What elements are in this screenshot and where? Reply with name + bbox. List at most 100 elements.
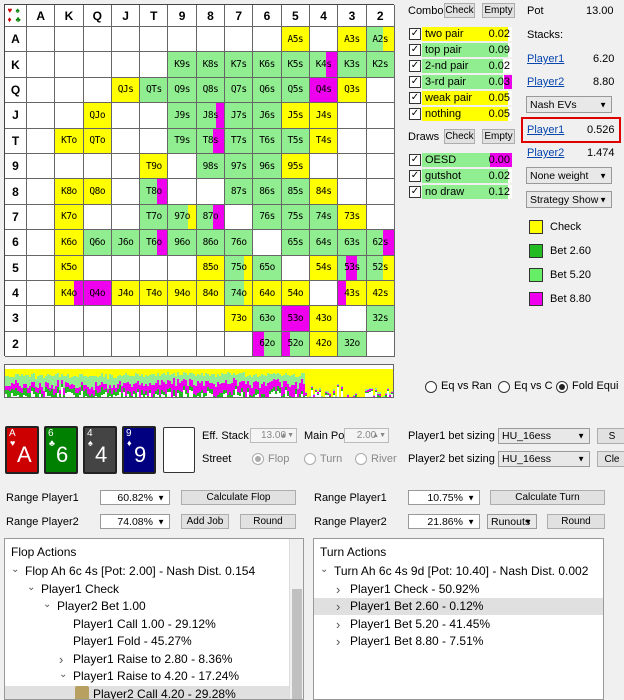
hand-cell[interactable] [111,179,141,205]
hand-cell[interactable] [27,306,56,332]
hand-cell[interactable] [168,179,197,205]
calculate-turn-button[interactable]: Calculate Turn [490,490,605,505]
hand-cell[interactable] [225,331,254,358]
hand-cell[interactable]: J9s [168,103,197,129]
hand-cell[interactable] [55,103,84,129]
hand-cell[interactable] [27,204,56,231]
combo-bar[interactable]: nothing 0.05 [422,107,512,121]
hand-cell[interactable] [55,27,84,53]
hand-cell[interactable] [253,230,282,256]
hand-cell[interactable] [168,306,197,332]
hand-cell[interactable] [338,103,367,129]
hand-cell[interactable]: 43o [309,306,339,332]
combo-checkbox[interactable]: ✓ [409,28,421,40]
hand-cell[interactable]: K8s [196,52,226,78]
hand-cell[interactable] [225,27,254,53]
hand-cell[interactable] [366,204,395,231]
hand-cell[interactable] [140,103,169,129]
tree-node[interactable]: › Player1 Raise to 2.80 - 8.36% [5,651,289,668]
hand-cell[interactable]: Q9s [168,77,197,104]
tree-node[interactable]: ⌄ Player1 Check [5,581,289,598]
hand-cell[interactable] [27,331,56,358]
hand-cell[interactable] [83,306,112,332]
hand-cell[interactable] [83,255,112,281]
tree-node[interactable]: Player2 Call 4.20 - 29.28% [5,685,289,699]
hand-cell[interactable]: 86s [253,179,282,205]
player1-bet-sizing-select[interactable]: HU_16ess ▼ [498,428,590,444]
hand-cell[interactable]: K5o [55,255,84,281]
player2-ev-link[interactable]: Player2 [527,147,565,159]
hand-cell[interactable]: Q8o [83,179,112,205]
draws-empty-button[interactable]: Empty [482,129,515,144]
hand-cell[interactable] [111,153,141,180]
chevron-down-icon[interactable]: ⌄ [11,564,20,575]
tree-node[interactable]: › Player1 Bet 5.20 - 41.45% [314,616,603,633]
hand-cell[interactable]: 84s [309,179,339,205]
hand-cell[interactable]: 42s [366,280,395,307]
hand-range-grid[interactable]: ♥ ♠ ♦ ♣ A K Q J T 9 8 7 6 5 4 3 2 A A5s A3s A2s K K9s K8s K7s K6s… [4,4,395,358]
save-sizing-button[interactable]: S [597,428,624,444]
hand-cell[interactable] [55,77,84,104]
hand-cell[interactable]: 75s [281,204,310,231]
combo-empty-button[interactable]: Empty [482,3,515,18]
hand-cell[interactable] [27,255,56,281]
combo-check-button[interactable]: Check [444,3,475,18]
hand-cell[interactable] [253,27,282,53]
hand-cell[interactable] [55,331,84,358]
chevron-right-icon[interactable]: › [336,634,341,649]
hand-cell[interactable]: T9s [168,128,197,154]
hand-cell[interactable] [309,280,339,307]
scrollbar-thumb[interactable] [292,589,302,699]
hand-cell[interactable]: 76s [253,204,282,231]
hand-cell[interactable] [140,255,169,281]
equity-mode-radio[interactable] [498,381,510,393]
hand-cell[interactable]: T4o [140,280,169,307]
range-player1-select[interactable]: 60.82% ▼ [100,490,170,505]
hand-cell[interactable]: 85o [196,255,226,281]
hand-cell[interactable]: 87o [196,204,226,231]
hand-cell[interactable] [168,331,197,358]
hand-cell[interactable]: K7o [55,204,84,231]
hand-cell[interactable] [140,27,169,53]
hand-cell[interactable]: QTs [140,77,169,104]
combo-bar[interactable]: top pair 0.09 [422,43,512,57]
draw-checkbox[interactable]: ✓ [409,170,421,182]
hand-cell[interactable] [111,204,141,231]
hand-cell[interactable]: K4s [309,52,339,78]
hand-cell[interactable] [55,306,84,332]
hand-cell[interactable]: 94o [168,280,197,307]
hand-cell[interactable]: T8o [140,179,169,205]
tree-node[interactable]: ⌄ Player1 Raise to 4.20 - 17.24% [5,668,289,685]
hand-cell[interactable] [281,255,310,281]
add-job-button[interactable]: Add Job [181,514,229,529]
turn-actions-tree[interactable]: Turn Actions ⌄ Turn Ah 6c 4s 9d [Pot: 10.… [313,538,604,700]
hand-cell[interactable]: J5s [281,103,310,129]
flop-tree-scrollbar[interactable] [289,539,303,699]
hand-cell[interactable]: T7o [140,204,169,231]
hand-cell[interactable] [366,128,395,154]
hand-cell[interactable] [55,153,84,180]
hand-cell[interactable] [83,77,112,104]
chevron-right-icon[interactable]: › [59,651,64,667]
hand-cell[interactable] [27,103,56,129]
hand-cell[interactable] [140,331,169,358]
hand-cell[interactable]: K7s [225,52,254,78]
player1-stack-link[interactable]: Player1 [527,53,565,65]
hand-cell[interactable]: J4s [309,103,339,129]
hand-cell[interactable] [338,179,367,205]
hand-cell[interactable]: 96o [168,230,197,256]
hand-cell[interactable]: 86o [196,230,226,256]
hand-cell[interactable]: 85s [281,179,310,205]
hand-cell[interactable]: 63s [338,230,367,256]
hand-cell[interactable]: K6s [253,52,282,78]
hand-cell[interactable]: 87s [225,179,254,205]
hand-cell[interactable]: 43s [338,280,367,307]
hand-cell[interactable]: QJs [111,77,141,104]
chevron-down-icon[interactable]: ⌄ [320,564,329,575]
hand-cell[interactable]: 52s [366,255,395,281]
board-card[interactable]: 9 ♦ 9 [122,426,156,474]
hand-cell[interactable]: 53s [338,255,367,281]
hand-cell[interactable]: 97s [225,153,254,180]
hand-cell[interactable]: T8s [196,128,226,154]
hand-cell[interactable]: 75o [225,255,254,281]
